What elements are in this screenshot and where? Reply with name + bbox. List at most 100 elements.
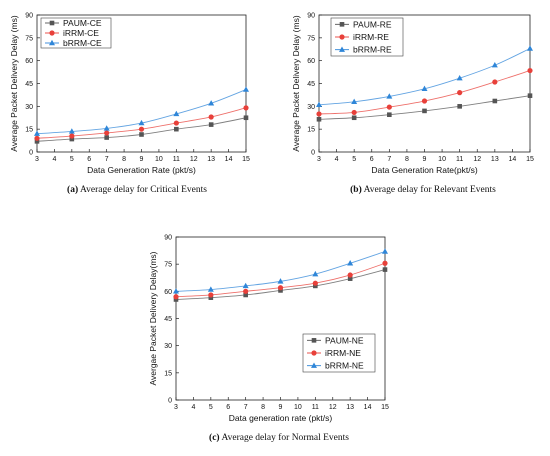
data-point [138, 126, 145, 132]
data-point [351, 98, 358, 104]
x-tick-label: 9 [140, 156, 144, 163]
data-point [316, 101, 322, 108]
y-tick-label: 0 [168, 398, 172, 405]
y-tick-label: 45 [25, 81, 33, 88]
data-point [243, 292, 248, 298]
x-tick-label: 14 [509, 156, 517, 163]
y-axis-label: Average Packet Delivery Delay (ms) [291, 15, 301, 152]
x-tick-label: 4 [191, 404, 195, 411]
x-tick-label: 12 [329, 404, 337, 411]
legend-marker [339, 46, 345, 52]
data-point [347, 272, 353, 278]
legend-label: PAUM-CE [63, 18, 102, 28]
data-point [208, 122, 214, 127]
data-point [277, 285, 284, 291]
legend-label: iRRM-CE [63, 28, 99, 38]
y-tick-label: 30 [164, 343, 172, 350]
x-axis-label: Data Generation Rate (pkt/s) [87, 165, 196, 175]
x-axis-label: Data generation rate (pkt/s) [229, 413, 333, 423]
x-tick-label: 8 [261, 404, 265, 411]
data-point [382, 267, 388, 272]
data-point [208, 292, 214, 298]
legend: PAUM-NE iRRM-NE bRRM-NE [302, 333, 376, 373]
x-tick-label: 4 [52, 156, 56, 163]
data-point [138, 119, 145, 126]
data-point [104, 135, 109, 140]
y-tick-label: 0 [311, 150, 315, 157]
data-point [351, 115, 357, 121]
data-point [68, 128, 75, 134]
x-tick-label: 3 [317, 156, 321, 163]
data-point [173, 294, 179, 300]
x-tick-label: 5 [209, 404, 213, 411]
data-point [457, 104, 462, 109]
y-tick-label: 60 [25, 58, 33, 65]
data-point [208, 114, 214, 120]
caption-tag: (c) [209, 432, 220, 443]
data-point [382, 248, 388, 254]
data-point [208, 295, 214, 300]
data-point [278, 288, 283, 293]
y-tick-label: 90 [25, 13, 33, 20]
x-tick-label: 6 [370, 156, 374, 163]
y-tick-label: 90 [307, 13, 315, 20]
data-point [243, 115, 249, 121]
series-line [318, 48, 531, 106]
data-point [351, 109, 357, 116]
y-tick-label: 30 [307, 104, 315, 111]
y-tick-label: 60 [307, 58, 315, 65]
data-point [173, 120, 179, 126]
x-tick-label: 8 [122, 156, 126, 163]
y-tick-label: 45 [307, 81, 315, 88]
data-point [457, 90, 463, 96]
series-PAUM-RE [316, 93, 533, 122]
x-tick-label: 12 [473, 156, 481, 163]
data-point [208, 100, 215, 106]
series-bRRM-CE [34, 86, 249, 136]
data-point [103, 125, 110, 131]
x-tick-label: 10 [438, 156, 446, 163]
y-tick-label: 30 [25, 104, 33, 111]
legend-marker [49, 30, 55, 36]
y-tick-label: 15 [164, 370, 172, 377]
legend-marker [311, 362, 317, 368]
data-point [104, 130, 110, 136]
legend-marker [339, 22, 345, 27]
figure-caption: (a) Average delay for Critical Events [67, 184, 207, 195]
x-tick-label: 11 [456, 156, 463, 163]
y-tick-label: 75 [307, 35, 315, 42]
x-tick-label: 14 [225, 156, 233, 163]
legend-marker [311, 350, 317, 356]
data-point [277, 278, 284, 284]
series-iRRM-CE [34, 105, 249, 141]
data-point [347, 260, 354, 266]
data-point [173, 297, 179, 302]
data-point [492, 98, 498, 104]
x-tick-label: 13 [207, 156, 215, 163]
x-tick-label: 7 [244, 404, 248, 411]
x-tick-label: 10 [294, 404, 302, 411]
x-tick-label: 12 [190, 156, 198, 163]
x-tick-label: 14 [364, 404, 372, 411]
data-point [527, 45, 533, 51]
y-tick-label: 75 [164, 262, 172, 269]
y-tick-label: 15 [307, 127, 315, 134]
data-point [316, 116, 322, 122]
legend-label: iRRM-NE [325, 348, 361, 358]
data-point [527, 67, 533, 74]
data-point [313, 283, 318, 289]
legend-label: bRRM-NE [325, 361, 364, 371]
x-tick-label: 9 [423, 156, 427, 163]
caption-text: Average delay for Normal Events [220, 432, 350, 443]
x-tick-label: 4 [335, 156, 339, 163]
data-point [492, 79, 498, 85]
x-axis-label: Data Generation Rate(pkt/s) [371, 165, 477, 175]
x-tick-label: 7 [105, 156, 109, 163]
data-point [174, 126, 179, 132]
data-point [382, 260, 388, 266]
data-point [347, 276, 353, 281]
legend: PAUM-RE iRRM-RE bRRM-RE [330, 17, 404, 57]
legend-label: iRRM-RE [353, 32, 389, 42]
